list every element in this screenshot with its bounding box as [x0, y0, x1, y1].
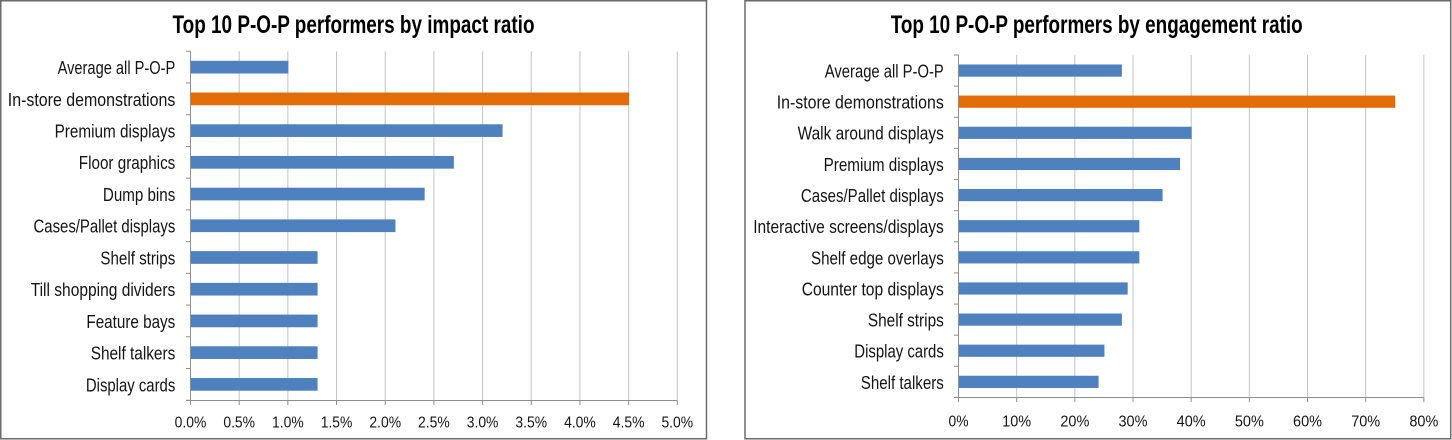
svg-text:Counter top displays: Counter top displays: [802, 278, 944, 299]
svg-text:Display cards: Display cards: [86, 374, 175, 395]
svg-text:1.0%: 1.0%: [272, 415, 304, 432]
svg-text:Shelf strips: Shelf strips: [100, 247, 175, 268]
svg-text:Premium displays: Premium displays: [55, 121, 176, 142]
svg-text:Premium displays: Premium displays: [824, 154, 944, 175]
svg-text:Top 10 P-O-P performers by eng: Top 10 P-O-P performers by engagement ra…: [891, 11, 1303, 39]
svg-text:Interactive screens/displays: Interactive screens/displays: [753, 216, 944, 237]
svg-text:3.0%: 3.0%: [467, 415, 499, 432]
svg-text:60%: 60%: [1293, 413, 1322, 430]
svg-text:1.5%: 1.5%: [321, 415, 353, 432]
svg-text:10%: 10%: [1002, 413, 1031, 430]
svg-text:0.5%: 0.5%: [223, 415, 255, 432]
svg-text:4.5%: 4.5%: [613, 415, 645, 432]
svg-text:Till shopping dividers: Till shopping dividers: [31, 279, 176, 300]
svg-text:30%: 30%: [1119, 413, 1148, 430]
svg-text:70%: 70%: [1351, 413, 1380, 430]
svg-text:Walk around displays: Walk around displays: [798, 123, 944, 144]
svg-text:Shelf edge overlays: Shelf edge overlays: [811, 247, 944, 268]
svg-text:Average all P-O-P: Average all P-O-P: [825, 60, 944, 81]
svg-text:Cases/Pallet displays: Cases/Pallet displays: [801, 185, 944, 206]
svg-text:In-store demonstrations: In-store demonstrations: [777, 92, 944, 113]
svg-text:0.0%: 0.0%: [175, 415, 207, 432]
svg-text:0%: 0%: [949, 413, 969, 430]
svg-text:Dump bins: Dump bins: [103, 184, 175, 205]
svg-text:Feature bays: Feature bays: [86, 311, 175, 332]
svg-text:Display cards: Display cards: [854, 341, 944, 362]
svg-text:40%: 40%: [1177, 413, 1206, 430]
svg-text:Top 10 P-O-P performers by imp: Top 10 P-O-P performers by impact ratio: [173, 11, 535, 39]
svg-text:5.0%: 5.0%: [661, 415, 693, 432]
svg-text:Floor graphics: Floor graphics: [79, 152, 176, 173]
svg-text:Shelf talkers: Shelf talkers: [861, 372, 944, 393]
svg-text:Shelf strips: Shelf strips: [868, 310, 944, 331]
svg-text:In-store demonstrations: In-store demonstrations: [8, 89, 176, 110]
svg-text:4.0%: 4.0%: [564, 415, 596, 432]
svg-text:Shelf talkers: Shelf talkers: [91, 343, 176, 364]
svg-text:50%: 50%: [1235, 413, 1264, 430]
svg-text:2.0%: 2.0%: [369, 415, 401, 432]
svg-text:80%: 80%: [1409, 413, 1438, 430]
svg-text:20%: 20%: [1060, 413, 1089, 430]
svg-text:Average all P-O-P: Average all P-O-P: [58, 57, 176, 78]
svg-text:3.5%: 3.5%: [515, 415, 547, 432]
svg-text:2.5%: 2.5%: [418, 415, 450, 432]
svg-text:Cases/Pallet displays: Cases/Pallet displays: [34, 216, 176, 237]
